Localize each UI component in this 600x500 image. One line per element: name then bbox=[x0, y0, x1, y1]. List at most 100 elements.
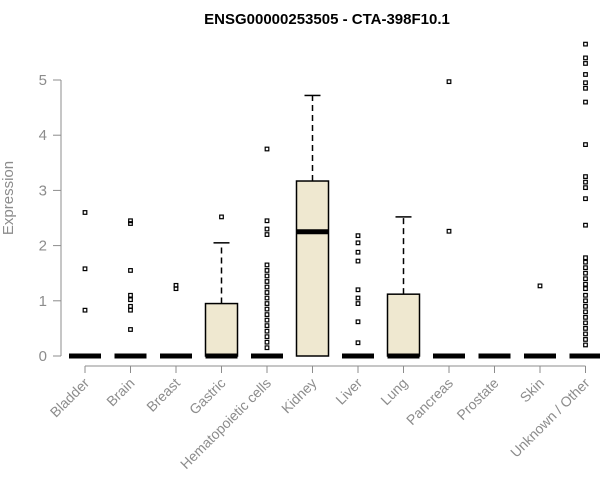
x-tick-label: Unknown / Other bbox=[507, 375, 593, 461]
outlier-point bbox=[82, 266, 88, 272]
box-kidney bbox=[295, 94, 330, 357]
outlier-point bbox=[355, 301, 361, 306]
outlier-point bbox=[446, 79, 452, 85]
outlier-point bbox=[583, 342, 588, 348]
outlier-point bbox=[583, 72, 588, 77]
outlier-point bbox=[264, 301, 270, 306]
y-axis-label: Expression bbox=[0, 161, 17, 235]
outlier-point bbox=[128, 292, 133, 298]
outlier-point bbox=[264, 279, 270, 284]
outlier-point bbox=[583, 309, 588, 315]
outlier-point bbox=[264, 345, 270, 351]
outlier-point bbox=[264, 339, 270, 345]
outlier-point bbox=[583, 281, 588, 287]
outlier-point bbox=[264, 284, 270, 290]
x-tick-label: Skin bbox=[517, 375, 548, 406]
outlier-point bbox=[583, 196, 588, 202]
x-tick-label: Lung bbox=[377, 375, 410, 408]
outlier-point bbox=[583, 265, 588, 271]
outlier-point bbox=[128, 218, 133, 224]
outlier-point bbox=[264, 306, 270, 312]
outlier-point bbox=[82, 307, 88, 313]
x-tick-label: Hematopoietic cells bbox=[177, 375, 274, 472]
outlier-point bbox=[128, 221, 133, 226]
outlier-point bbox=[583, 174, 588, 180]
outlier-point bbox=[355, 249, 361, 255]
outlier-point bbox=[583, 80, 588, 86]
outlier-point bbox=[355, 240, 361, 246]
outlier-point bbox=[355, 319, 361, 325]
outlier-point bbox=[264, 262, 270, 268]
box-lung bbox=[386, 216, 421, 359]
x-tick-label: Prostate bbox=[453, 375, 501, 423]
y-tick-label: 4 bbox=[39, 127, 47, 144]
box-liver bbox=[342, 233, 374, 359]
outlier-point bbox=[583, 99, 588, 105]
x-tick-label: Bladder bbox=[47, 375, 93, 421]
outlier-point bbox=[583, 298, 588, 304]
outlier-point bbox=[264, 334, 270, 340]
outlier-point bbox=[264, 317, 270, 323]
outlier-point bbox=[583, 222, 588, 228]
box-gastric bbox=[204, 214, 239, 359]
x-tick-label: Gastric bbox=[186, 375, 229, 418]
y-tick-label: 3 bbox=[39, 182, 47, 199]
boxes-layer bbox=[69, 41, 600, 359]
outlier-point bbox=[583, 326, 588, 331]
outlier-point bbox=[264, 232, 270, 237]
outlier-point bbox=[583, 179, 588, 185]
outlier-point bbox=[355, 295, 361, 301]
box-hematopoietic-cells bbox=[251, 146, 283, 359]
y-tick-label: 1 bbox=[39, 293, 47, 310]
outlier-point bbox=[219, 214, 224, 220]
outlier-point bbox=[583, 303, 588, 309]
outlier-point bbox=[128, 327, 133, 332]
outlier-point bbox=[128, 307, 133, 313]
x-tick-label: Breast bbox=[143, 375, 183, 415]
y-tick-label: 2 bbox=[39, 238, 47, 255]
box-brain bbox=[114, 218, 147, 359]
outlier-point bbox=[128, 268, 133, 273]
chart-title: ENSG00000253505 - CTA-398F10.1 bbox=[204, 11, 450, 28]
outlier-point bbox=[583, 292, 588, 298]
box-iqr bbox=[204, 302, 239, 357]
outlier-point bbox=[583, 55, 588, 61]
outlier-point bbox=[264, 146, 270, 152]
outlier-point bbox=[264, 218, 270, 224]
outlier-point bbox=[583, 331, 588, 337]
outlier-point bbox=[355, 233, 361, 239]
box-skin bbox=[524, 283, 556, 359]
outlier-point bbox=[355, 258, 361, 264]
outlier-point bbox=[446, 228, 452, 234]
x-tick-label: Liver bbox=[332, 375, 365, 408]
outlier-point bbox=[583, 185, 588, 191]
box-iqr bbox=[386, 293, 421, 357]
box-breast bbox=[160, 282, 192, 359]
box-bladder bbox=[69, 210, 101, 359]
outlier-point bbox=[355, 287, 361, 293]
x-tick-label: Brain bbox=[103, 375, 137, 409]
outlier-point bbox=[264, 323, 270, 329]
outlier-point bbox=[583, 142, 588, 147]
outlier-point bbox=[264, 273, 270, 279]
outlier-point bbox=[583, 255, 588, 261]
outlier-point bbox=[583, 259, 588, 265]
outlier-point bbox=[583, 61, 588, 66]
outlier-point bbox=[264, 328, 270, 334]
outlier-point bbox=[583, 314, 588, 320]
y-tick-label: 0 bbox=[39, 348, 47, 365]
outlier-point bbox=[264, 312, 270, 317]
outlier-point bbox=[583, 41, 588, 47]
box-unknown-other bbox=[569, 41, 600, 359]
outlier-point bbox=[128, 303, 133, 309]
outlier-point bbox=[355, 340, 361, 346]
box-iqr bbox=[295, 180, 330, 357]
outlier-point bbox=[583, 337, 588, 342]
outlier-point bbox=[264, 295, 270, 301]
outlier-point bbox=[264, 226, 270, 232]
outlier-point bbox=[173, 286, 179, 292]
x-tick-label: Kidney bbox=[278, 375, 320, 417]
outlier-point bbox=[583, 85, 588, 91]
outlier-point bbox=[583, 320, 588, 326]
